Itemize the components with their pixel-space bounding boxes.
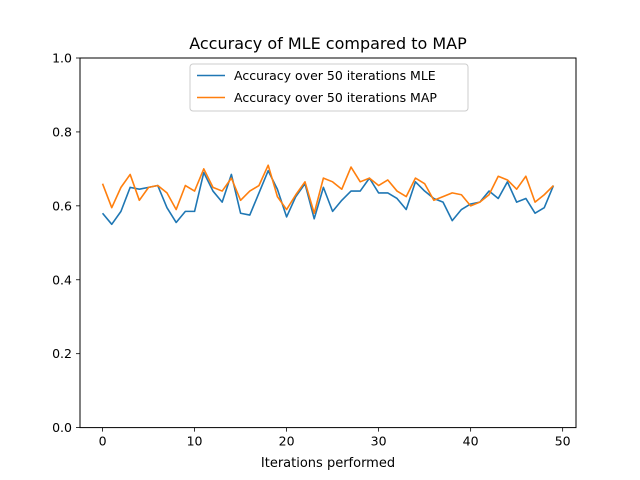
y-tick-label: 0.0 <box>52 420 72 435</box>
x-axis-label: Iterations performed <box>261 456 395 471</box>
x-tick-label: 10 <box>187 434 203 449</box>
y-tick-label: 0.8 <box>52 124 72 139</box>
series-line-1 <box>101 164 555 215</box>
y-tick-label: 0.2 <box>52 346 72 361</box>
legend: Accuracy over 50 iterations MLE Accuracy… <box>189 63 469 112</box>
y-tick-label: 0.4 <box>52 272 72 287</box>
x-tick-label: 0 <box>99 434 107 449</box>
x-tick-label: 20 <box>279 434 295 449</box>
y-axis: 0.0 0.2 0.4 0.6 0.8 1.0 <box>52 51 80 435</box>
legend-label-mle: Accuracy over 50 iterations MLE <box>234 68 436 83</box>
plot-area-frame <box>79 57 577 429</box>
y-tick-label: 1.0 <box>52 51 72 66</box>
series-layer <box>101 164 555 226</box>
legend-box <box>189 63 469 112</box>
x-axis: 0 10 20 30 40 50 <box>99 427 571 449</box>
x-tick-label: 30 <box>371 434 387 449</box>
y-tick-label: 0.6 <box>52 198 72 213</box>
x-tick-label: 50 <box>555 434 571 449</box>
chart-title: Accuracy of MLE compared to MAP <box>189 34 467 53</box>
legend-label-map: Accuracy over 50 iterations MAP <box>234 90 437 105</box>
x-tick-label: 40 <box>463 434 479 449</box>
